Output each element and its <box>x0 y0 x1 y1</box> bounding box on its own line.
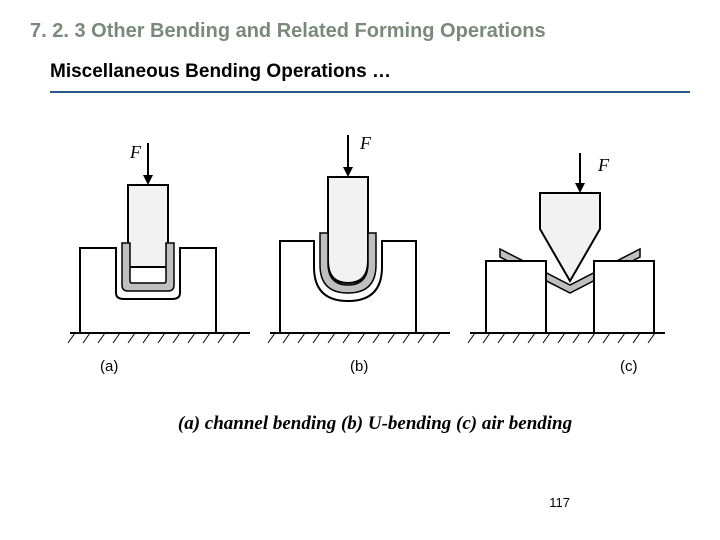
air-bending-diagram: F <box>450 133 670 383</box>
page-number: 117 <box>549 495 570 510</box>
channel-bending-diagram: F <box>60 133 260 383</box>
figure-b: F (b) <box>260 133 460 383</box>
figure-row: F <box>60 123 660 383</box>
figure-a: F <box>60 133 260 383</box>
figure-c: F <box>460 133 660 383</box>
section-title: 7. 2. 3 Other Bending and Related Formin… <box>30 20 690 43</box>
subtitle: Miscellaneous Bending Operations … <box>50 61 391 82</box>
force-label: F <box>597 155 610 175</box>
label-a: (a) <box>100 358 118 375</box>
force-label: F <box>359 133 372 153</box>
force-label: F <box>129 142 142 162</box>
title-divider <box>50 91 690 93</box>
label-c: (c) <box>620 358 638 375</box>
u-bending-diagram: F (b) <box>260 133 460 383</box>
figure-caption: (a) channel bending (b) U-bending (c) ai… <box>60 413 690 435</box>
label-b: (b) <box>350 358 368 375</box>
